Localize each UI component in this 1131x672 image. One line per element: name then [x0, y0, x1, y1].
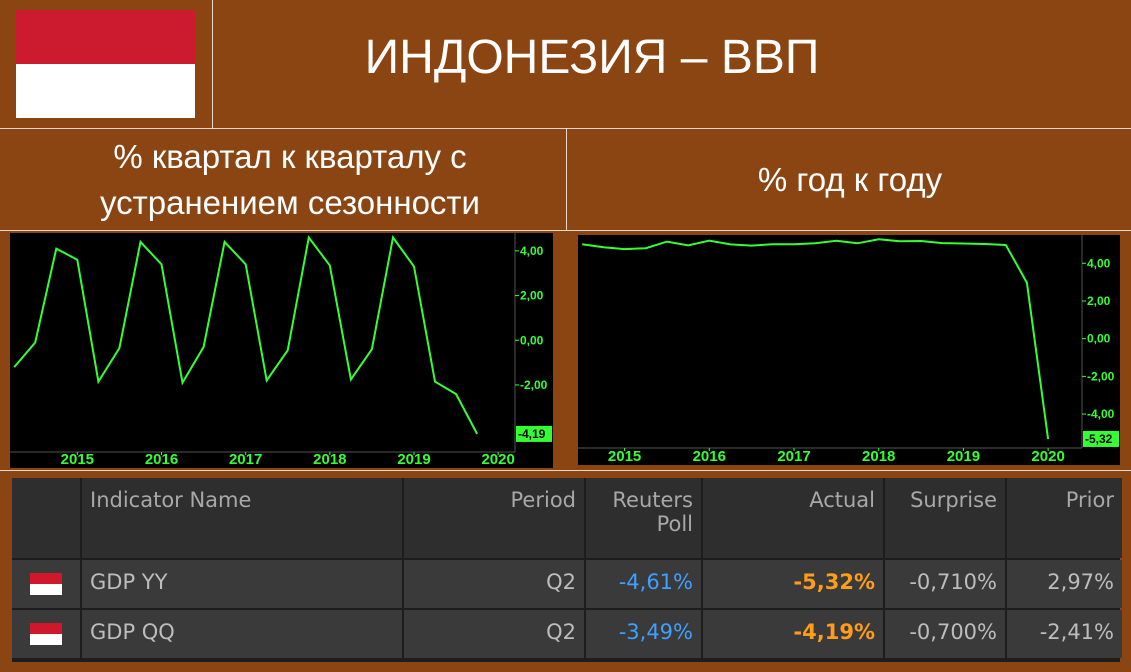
column-header: Surprise [885, 478, 1005, 558]
row-flag [12, 560, 80, 608]
y-tick-label: 0,00 [520, 333, 544, 347]
y-tick-label: 2,00 [1087, 294, 1111, 308]
flag-icon [30, 573, 62, 595]
y-tick-label: -2,00 [520, 378, 548, 392]
table-cell: Q2 [404, 610, 584, 658]
y-tick-label: 2,00 [520, 289, 544, 303]
x-tick-label: 2017 [777, 448, 810, 465]
last-value-box [1083, 430, 1119, 447]
chart-title: % квартал к кварталу с устранением сезон… [100, 138, 480, 221]
table-cell: -5,32% [703, 560, 883, 608]
x-tick-label: 2018 [862, 448, 895, 465]
x-tick-label: 2018 [313, 451, 346, 468]
chart: 4,00 2,00 0,00 -2,00 2015 2016 2017 2018 2019 202… [10, 233, 553, 468]
table-cell: -3,49% [586, 610, 701, 658]
y-tick-label: -2,00 [1087, 369, 1115, 383]
column-header: Actual [703, 478, 883, 558]
table-cell: -4,61% [586, 560, 701, 608]
x-tick-label: 2016 [693, 448, 726, 465]
table: Indicator Name Period Reuters Poll Actual Su… [12, 478, 1122, 662]
x-tick-label: 2019 [397, 451, 430, 468]
y-tick-label: -4,00 [1087, 407, 1115, 421]
flag [16, 10, 195, 118]
line [582, 238, 1050, 440]
column-header: Prior [1007, 478, 1122, 558]
row-flag [12, 610, 80, 658]
header-cell [12, 478, 80, 558]
last-value-label: -4,19 [518, 427, 546, 441]
flag-icon [30, 623, 62, 645]
column-header: Indicator Name [82, 478, 402, 558]
table-cell: Q2 [404, 560, 584, 608]
column-header: Reuters Poll [586, 478, 701, 558]
y-tick-label: 4,00 [520, 244, 544, 258]
x-tick-label: 2020 [481, 451, 514, 468]
table-cell: 2,97% [1007, 560, 1122, 608]
line [13, 235, 478, 435]
table-cell: -0,710% [885, 560, 1005, 608]
table-cell: -2,41% [1007, 610, 1122, 658]
x-tick-label: 2020 [1031, 448, 1064, 465]
last-value-label: -5,32 [1085, 432, 1113, 446]
x-tick-label: 2016 [145, 451, 178, 468]
x-tick-label: 2019 [947, 448, 980, 465]
x-tick-label: 2015 [61, 451, 94, 468]
y-tick-label: 4,00 [1087, 256, 1111, 270]
last-value-box [516, 425, 552, 442]
x-tick-label: 2017 [229, 451, 262, 468]
table-cell: -0,700% [885, 610, 1005, 658]
chart: 4,00 2,00 0,00 -2,00 -4,00 2015 2016 2017 2018 20… [578, 235, 1120, 465]
page-title: ИНДОНЕЗИЯ – ВВП [364, 31, 820, 84]
y-tick-label: 0,00 [1087, 332, 1111, 346]
table-cell: GDP YY [82, 560, 402, 608]
column-header: Period [404, 478, 584, 558]
x-tick-label: 2015 [608, 448, 641, 465]
table-cell: -4,19% [703, 610, 883, 658]
chart-title: % год к году [757, 161, 943, 198]
table-cell: GDP QQ [82, 610, 402, 658]
